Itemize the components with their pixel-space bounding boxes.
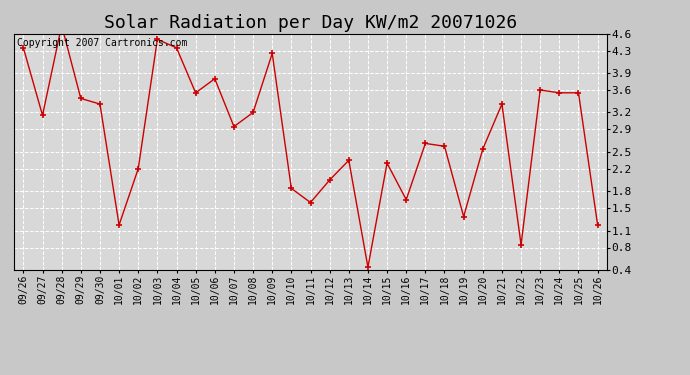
Title: Solar Radiation per Day KW/m2 20071026: Solar Radiation per Day KW/m2 20071026	[104, 14, 517, 32]
Text: Copyright 2007 Cartronics.com: Copyright 2007 Cartronics.com	[17, 39, 187, 48]
